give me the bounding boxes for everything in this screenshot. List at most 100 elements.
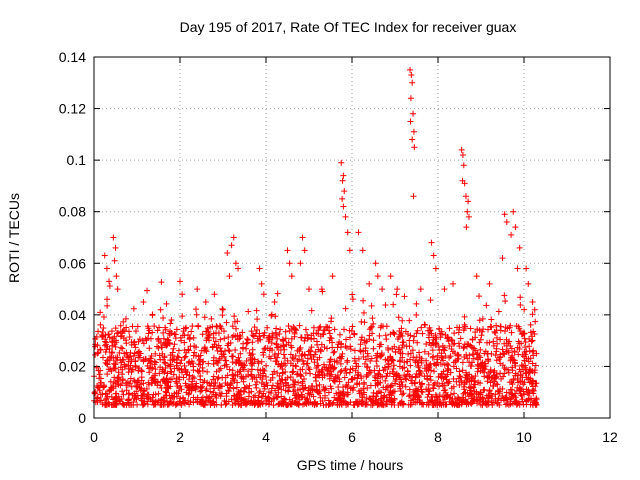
data-point (190, 399, 197, 406)
data-point (390, 365, 397, 372)
data-point (434, 396, 441, 403)
data-point (100, 314, 107, 321)
data-point (437, 361, 444, 368)
data-point (357, 347, 364, 354)
data-point (112, 383, 119, 390)
data-point (296, 322, 303, 329)
data-point (438, 370, 445, 377)
data-point (172, 378, 179, 385)
data-point (191, 349, 198, 356)
data-point (293, 392, 300, 399)
data-point (401, 359, 408, 366)
data-point (99, 354, 106, 361)
data-point (106, 278, 113, 285)
data-point (111, 365, 118, 372)
data-point (360, 391, 367, 398)
data-point (138, 368, 145, 375)
data-point (122, 315, 129, 322)
data-point (108, 338, 115, 345)
data-point (329, 344, 336, 351)
data-point (319, 366, 326, 373)
data-point (460, 327, 467, 334)
data-point (190, 334, 197, 341)
data-point (407, 66, 414, 73)
data-point (502, 324, 509, 331)
data-point (500, 350, 507, 357)
data-point (245, 393, 252, 400)
data-point (290, 362, 297, 369)
data-point (394, 335, 401, 342)
data-point (295, 379, 302, 386)
data-point (414, 387, 421, 394)
data-point (127, 375, 134, 382)
data-point (341, 326, 348, 333)
data-point (326, 358, 333, 365)
y-tick-label: 0.06 (59, 255, 86, 271)
data-point (367, 324, 374, 331)
data-point (217, 345, 224, 352)
data-point (425, 364, 432, 371)
data-point (123, 324, 130, 331)
data-point (351, 347, 358, 354)
data-point (195, 322, 202, 329)
data-point (202, 298, 209, 305)
data-point (409, 136, 416, 143)
data-point (269, 346, 276, 353)
data-point (186, 336, 193, 343)
data-point (517, 368, 524, 375)
data-point (119, 356, 126, 363)
data-point (436, 383, 443, 390)
data-point (432, 265, 439, 272)
data-point (126, 402, 133, 409)
data-point (330, 366, 337, 373)
data-point (284, 247, 291, 254)
data-point (479, 395, 486, 402)
data-point (448, 385, 455, 392)
data-point (108, 354, 115, 361)
data-point (192, 306, 199, 313)
data-point (447, 391, 454, 398)
data-point (402, 375, 409, 382)
data-point (163, 379, 170, 386)
data-point (387, 273, 394, 280)
data-point (407, 350, 414, 357)
data-point (501, 397, 508, 404)
data-point (128, 383, 135, 390)
data-point (503, 219, 510, 226)
data-point (455, 353, 462, 360)
data-point (336, 339, 343, 346)
data-point (244, 339, 251, 346)
data-point (101, 252, 108, 259)
data-point (166, 330, 173, 337)
data-point (406, 317, 413, 324)
data-point (261, 329, 268, 336)
data-point (321, 394, 328, 401)
data-point (425, 350, 432, 357)
data-point (411, 144, 418, 151)
x-tick-label: 0 (90, 429, 98, 445)
data-point (114, 286, 121, 293)
data-point (512, 390, 519, 397)
data-point (288, 400, 295, 407)
data-point (310, 354, 317, 361)
data-point (460, 162, 467, 169)
data-point (333, 390, 340, 397)
data-point (305, 334, 312, 341)
data-point (95, 328, 102, 335)
data-point (100, 325, 107, 332)
data-point (479, 315, 486, 322)
data-point (336, 331, 343, 338)
data-point (212, 379, 219, 386)
data-point (273, 394, 280, 401)
data-point (136, 354, 143, 361)
data-point (469, 399, 476, 406)
data-point (377, 379, 384, 386)
data-point (440, 375, 447, 382)
data-point (413, 371, 420, 378)
data-point (140, 340, 147, 347)
data-point (163, 389, 170, 396)
data-point (455, 340, 462, 347)
data-point (363, 363, 370, 370)
data-point (245, 368, 252, 375)
data-point (445, 338, 452, 345)
